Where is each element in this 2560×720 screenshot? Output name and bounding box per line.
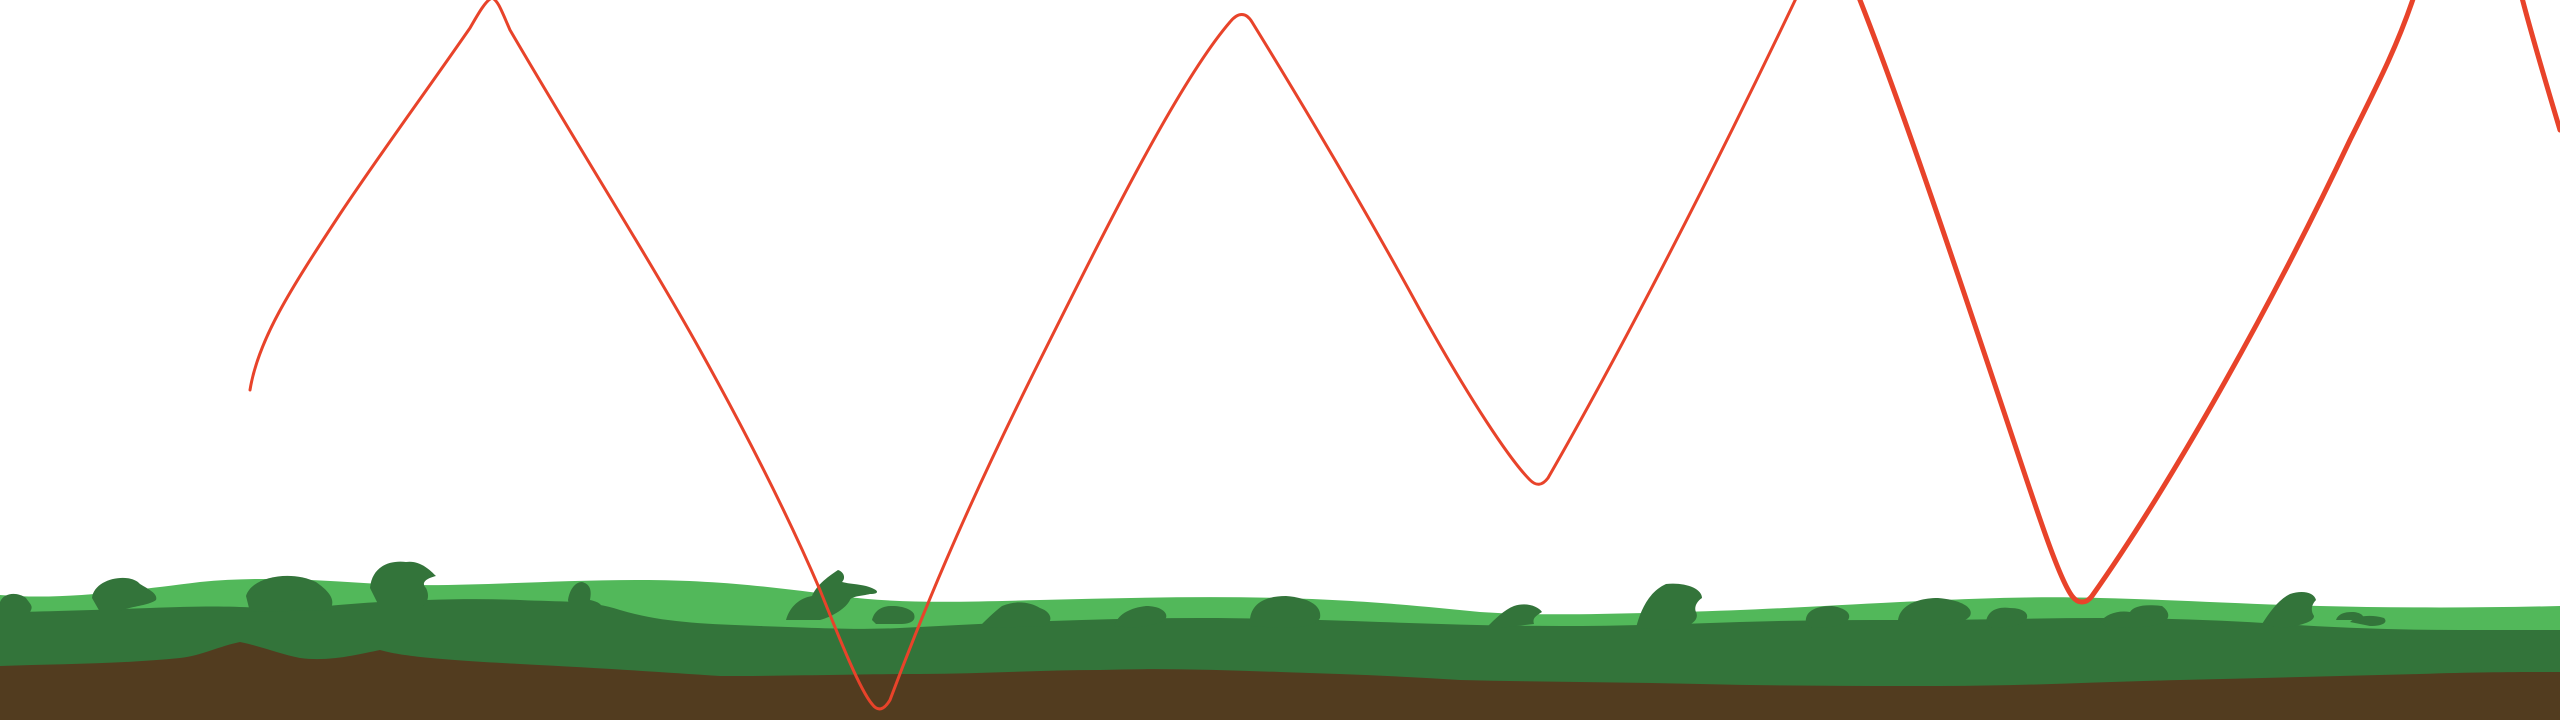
bush — [1486, 604, 1542, 628]
bush — [1898, 598, 1971, 626]
bush — [568, 582, 602, 610]
bush — [92, 577, 157, 612]
bush — [246, 575, 333, 612]
bush — [978, 602, 1051, 628]
trajectory-trail — [248, 0, 1797, 711]
bush — [786, 570, 878, 620]
bush — [2350, 615, 2386, 626]
bush — [872, 606, 915, 624]
bush — [1249, 596, 1321, 628]
bush — [1986, 607, 2028, 628]
bush — [2100, 605, 2169, 628]
bush — [0, 593, 32, 612]
bush — [1805, 606, 1850, 628]
bush — [370, 561, 436, 608]
trajectory-trail-thick — [1857, 0, 2416, 605]
soil-layer — [0, 642, 2560, 720]
bush — [1114, 606, 1167, 628]
bush — [1636, 583, 1702, 630]
bush — [2262, 592, 2316, 628]
bush — [2336, 612, 2364, 620]
trajectory-trail-edge — [2519, 0, 2560, 133]
bushes — [0, 561, 2386, 630]
